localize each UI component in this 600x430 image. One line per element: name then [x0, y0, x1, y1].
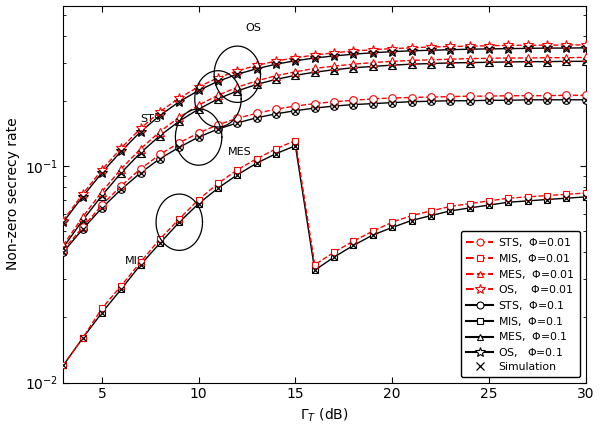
X-axis label: $\Gamma_T$ (dB): $\Gamma_T$ (dB) — [300, 407, 349, 424]
Text: MES: MES — [227, 147, 251, 157]
Legend: STS,  $\Phi$=0.01, MIS,  $\Phi$=0.01, MES,  $\Phi$=0.01, OS,    $\Phi$=0.01, STS: STS, $\Phi$=0.01, MIS, $\Phi$=0.01, MES,… — [461, 231, 580, 377]
Text: MIS: MIS — [125, 256, 145, 266]
Text: STS: STS — [140, 114, 161, 124]
Y-axis label: Non-zero secrecy rate: Non-zero secrecy rate — [5, 118, 20, 270]
Text: OS: OS — [245, 23, 261, 33]
